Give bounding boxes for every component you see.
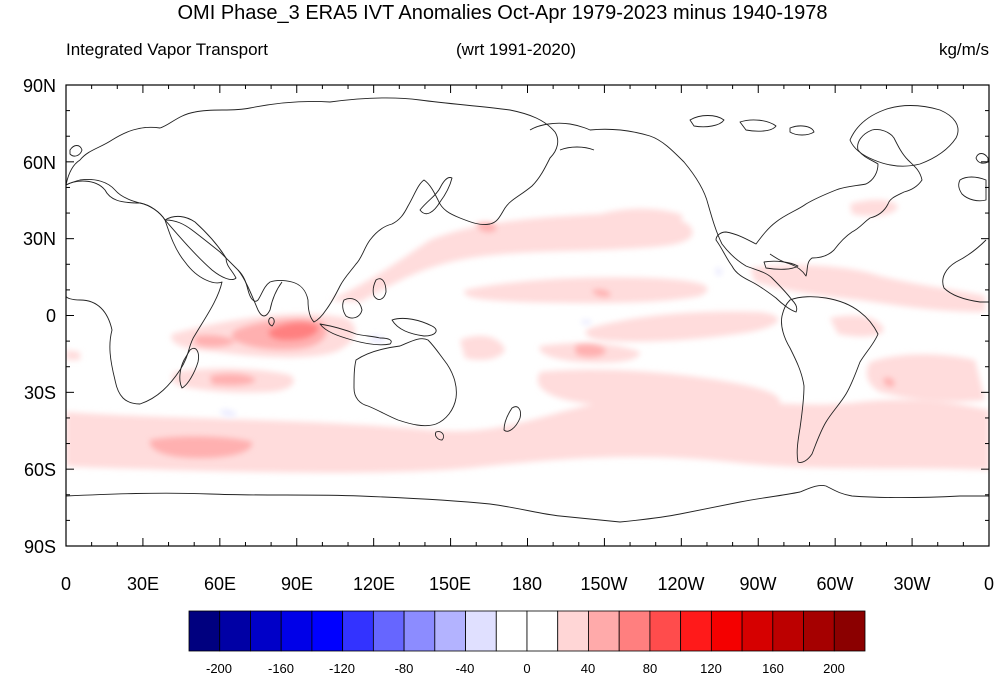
- lon-tick-label: 90W: [739, 574, 776, 594]
- north-america-coast: [589, 128, 923, 313]
- lat-tick-label: 90S: [24, 537, 56, 557]
- lon-tick-label: 60E: [204, 574, 236, 594]
- colorbar-box: [495, 610, 528, 652]
- new-zealand-coast: [503, 406, 521, 432]
- lat-tick-label: 60N: [23, 153, 56, 173]
- colorbar-box: [557, 610, 589, 652]
- colorbar-box: [250, 610, 282, 652]
- madagascar-coast: [179, 347, 199, 389]
- lat-tick-labels: 90N 60N 30N 0 30S 60S 90S: [23, 76, 56, 557]
- lat-tick-label: 0: [46, 306, 56, 326]
- lon-tick-label: 0: [984, 574, 994, 594]
- tasmania-coast: [435, 431, 445, 441]
- west-africa-coast: [942, 239, 989, 303]
- lat-tick-label: 90N: [23, 76, 56, 96]
- colorbar-label: 0: [523, 661, 530, 676]
- arctic-islands-coast: [689, 115, 815, 136]
- indonesia-coast: [319, 323, 392, 346]
- left-subtitle: Integrated Vapor Transport: [66, 40, 268, 59]
- colorbar-box: [311, 610, 344, 652]
- colorbar-box: [465, 610, 497, 652]
- lon-tick-labels: 0 30E 60E 90E 120E 150E 180 150W 120W 90…: [61, 574, 994, 594]
- colorbar-box: [710, 610, 743, 652]
- lon-tick-label: 30W: [893, 574, 930, 594]
- anomaly-shading: [66, 199, 989, 473]
- colorbar-box: [803, 610, 835, 652]
- lon-tick-label: 180: [512, 574, 542, 594]
- colorbar-label: -80: [395, 661, 414, 676]
- srilanka-coast: [268, 317, 275, 327]
- alaska-coast: [529, 122, 595, 151]
- arabia-coast: [164, 215, 237, 281]
- colorbar-box: [833, 610, 866, 652]
- lon-tick-label: 30E: [127, 574, 159, 594]
- colorbar-box: [588, 610, 620, 652]
- coastlines: [66, 97, 989, 523]
- colorbar-box: [772, 610, 804, 652]
- colorbar-label: -200: [206, 661, 232, 676]
- colorbar-box: [680, 610, 712, 652]
- colorbar-label: -160: [268, 661, 294, 676]
- map-frame: [65, 84, 990, 547]
- colorbar-box: [434, 610, 466, 652]
- colorbar-labels: -200 -160 -120 -80 -40 0 40 80 120 160 2…: [206, 661, 845, 676]
- colorbar: [188, 610, 866, 652]
- caribbean-coast: [763, 260, 799, 270]
- colorbar-box: [618, 610, 651, 652]
- iberia-coast: [958, 176, 987, 202]
- colorbar-label: 120: [700, 661, 722, 676]
- colorbar-box: [649, 610, 682, 652]
- plot-title: OMI Phase_3 ERA5 IVT Anomalies Oct-Apr 1…: [177, 2, 828, 24]
- colorbar-box: [741, 610, 774, 652]
- colorbar-box: [372, 610, 405, 652]
- greenland-coast: [849, 105, 959, 167]
- colorbar-box: [342, 610, 374, 652]
- colorbar-label: 200: [823, 661, 845, 676]
- philippines-coast: [372, 278, 387, 300]
- antarctica-coast: [66, 485, 989, 523]
- lon-tick-label: 90E: [281, 574, 313, 594]
- new-guinea-coast: [391, 317, 437, 337]
- colorbar-box: [526, 610, 559, 652]
- colorbar-label: 40: [581, 661, 595, 676]
- colorbar-label: 80: [643, 661, 657, 676]
- colorbar-box: [403, 610, 436, 652]
- units-label: kg/m/s: [938, 40, 989, 59]
- colorbar-label: -40: [456, 661, 475, 676]
- japan-coast: [419, 177, 453, 215]
- colorbar-box: [280, 610, 313, 652]
- lat-tick-label: 30N: [23, 229, 56, 249]
- lon-tick-label: 120W: [657, 574, 704, 594]
- lon-tick-label: 150E: [429, 574, 471, 594]
- uk-coast: [69, 145, 989, 164]
- axis-ticks: [65, 84, 990, 547]
- lat-tick-label: 60S: [24, 460, 56, 480]
- colorbar-box: [188, 610, 221, 652]
- south-america-coast: [781, 296, 879, 463]
- center-subtitle: (wrt 1991-2020): [456, 40, 577, 59]
- colorbar-box: [219, 610, 251, 652]
- australia-coast: [353, 338, 457, 427]
- eurasia-coast: [66, 97, 559, 323]
- lon-tick-label: 60W: [816, 574, 853, 594]
- anomaly-band-negative: [220, 267, 723, 417]
- lon-tick-label: 150W: [580, 574, 627, 594]
- lat-tick-label: 30S: [24, 383, 56, 403]
- colorbar-label: -120: [329, 661, 355, 676]
- lon-tick-label: 120E: [353, 574, 395, 594]
- anomaly-band-weak: [66, 199, 989, 473]
- colorbar-label: 160: [762, 661, 784, 676]
- borneo-coast: [342, 298, 363, 319]
- anomaly-band-strong: [268, 322, 319, 340]
- lon-tick-label: 0: [61, 574, 71, 594]
- india-coast: [237, 269, 283, 317]
